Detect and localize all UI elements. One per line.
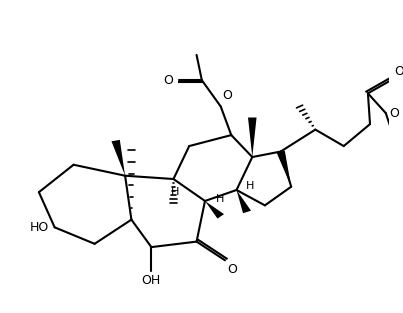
Text: H: H xyxy=(171,187,180,197)
Text: H: H xyxy=(246,181,255,191)
Text: OH: OH xyxy=(142,275,161,287)
Text: O: O xyxy=(227,264,237,276)
Text: O: O xyxy=(389,107,399,120)
Text: O: O xyxy=(223,89,233,102)
Polygon shape xyxy=(276,151,291,187)
Text: H: H xyxy=(216,194,224,204)
Text: O: O xyxy=(394,65,403,78)
Polygon shape xyxy=(112,140,125,176)
Polygon shape xyxy=(248,117,257,157)
Text: O: O xyxy=(163,74,173,87)
Text: HO: HO xyxy=(29,221,49,234)
Polygon shape xyxy=(237,190,251,213)
Polygon shape xyxy=(205,201,224,218)
